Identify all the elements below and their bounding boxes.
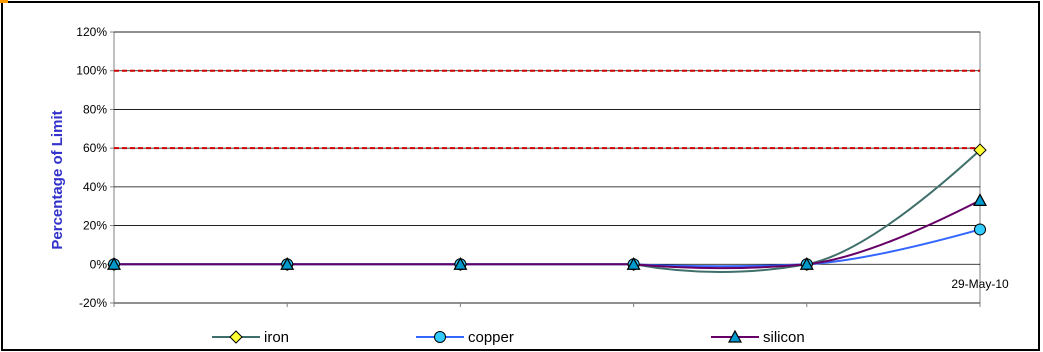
y-tick-label: 100%	[76, 64, 107, 78]
data-point-iron	[973, 143, 987, 157]
series-lines	[114, 149, 981, 274]
legend-swatch-marker	[727, 329, 743, 343]
y-tick-label: 0%	[90, 257, 108, 271]
plot-area	[113, 31, 981, 304]
y-tick-label: 80%	[83, 102, 107, 116]
series-line-iron	[114, 149, 981, 274]
legend-label: iron	[264, 329, 289, 346]
legend-swatch-marker	[229, 330, 243, 344]
reference-lines	[114, 69, 980, 150]
y-tick-label: -20%	[79, 296, 107, 310]
data-point-silicon	[972, 193, 988, 207]
data-point-silicon	[280, 257, 295, 270]
legend-swatch-marker	[434, 331, 446, 343]
data-point-silicon	[799, 257, 814, 270]
series-markers	[106, 143, 988, 271]
data-point-silicon	[453, 257, 468, 270]
y-tick-label: 120%	[76, 25, 107, 39]
series-line-copper	[114, 228, 981, 268]
data-point-copper	[974, 223, 986, 236]
y-tick-label: 20%	[83, 219, 107, 233]
corner-mark	[0, 0, 8, 3]
legend-item-copper: copper	[416, 329, 514, 346]
x-tick-label: 29-May-10	[951, 277, 1009, 291]
legend-label: silicon	[763, 329, 805, 346]
y-tick-label: 60%	[83, 141, 107, 155]
legend-item-iron: iron	[212, 329, 289, 346]
y-axis-ticks: -20% 0% 20% 40% 60% 80% 100% 120%	[76, 25, 114, 310]
legend-item-silicon: silicon	[711, 329, 805, 346]
series-line-silicon	[114, 199, 981, 270]
legend-label: copper	[468, 329, 514, 346]
data-point-silicon	[106, 257, 122, 270]
y-axis-label: Percentage of Limit	[49, 110, 66, 249]
data-point-silicon	[626, 257, 641, 270]
y-tick-label: 40%	[83, 180, 107, 194]
legend: iron copper silicon	[212, 329, 805, 346]
x-axis-ticks: 29-May-10	[113, 277, 1009, 307]
